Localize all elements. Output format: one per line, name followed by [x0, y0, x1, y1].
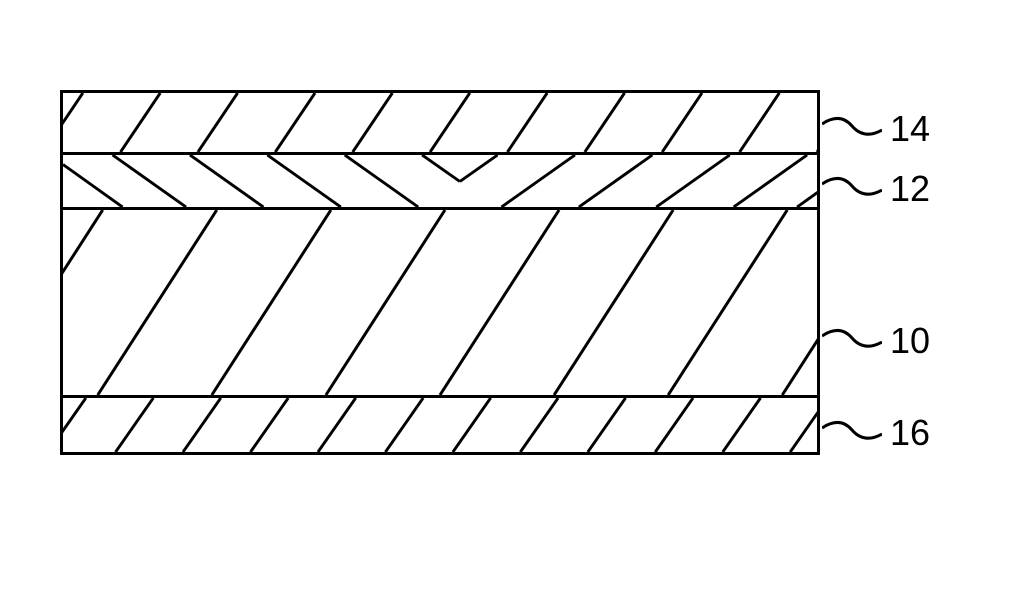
layer-stack [60, 90, 820, 455]
cross-section-diagram: 14 12 10 16 [60, 90, 820, 455]
connector-icon [822, 326, 882, 356]
label-12: 12 [890, 168, 930, 210]
label-group-12: 12 [822, 168, 930, 210]
layer-10 [60, 207, 820, 395]
layer-14 [60, 90, 820, 152]
hatch-14 [63, 93, 817, 152]
hatch-10 [63, 210, 817, 395]
label-group-16: 16 [822, 412, 930, 454]
label-14: 14 [890, 108, 930, 150]
label-10: 10 [890, 320, 930, 362]
label-group-14: 14 [822, 108, 930, 150]
hatch-16 [63, 398, 817, 452]
connector-icon [822, 418, 882, 448]
label-group-10: 10 [822, 320, 930, 362]
connector-icon [822, 114, 882, 144]
label-16: 16 [890, 412, 930, 454]
layer-12 [60, 152, 820, 207]
layer-16 [60, 395, 820, 455]
connector-icon [822, 174, 882, 204]
hatch-12 [63, 155, 817, 207]
